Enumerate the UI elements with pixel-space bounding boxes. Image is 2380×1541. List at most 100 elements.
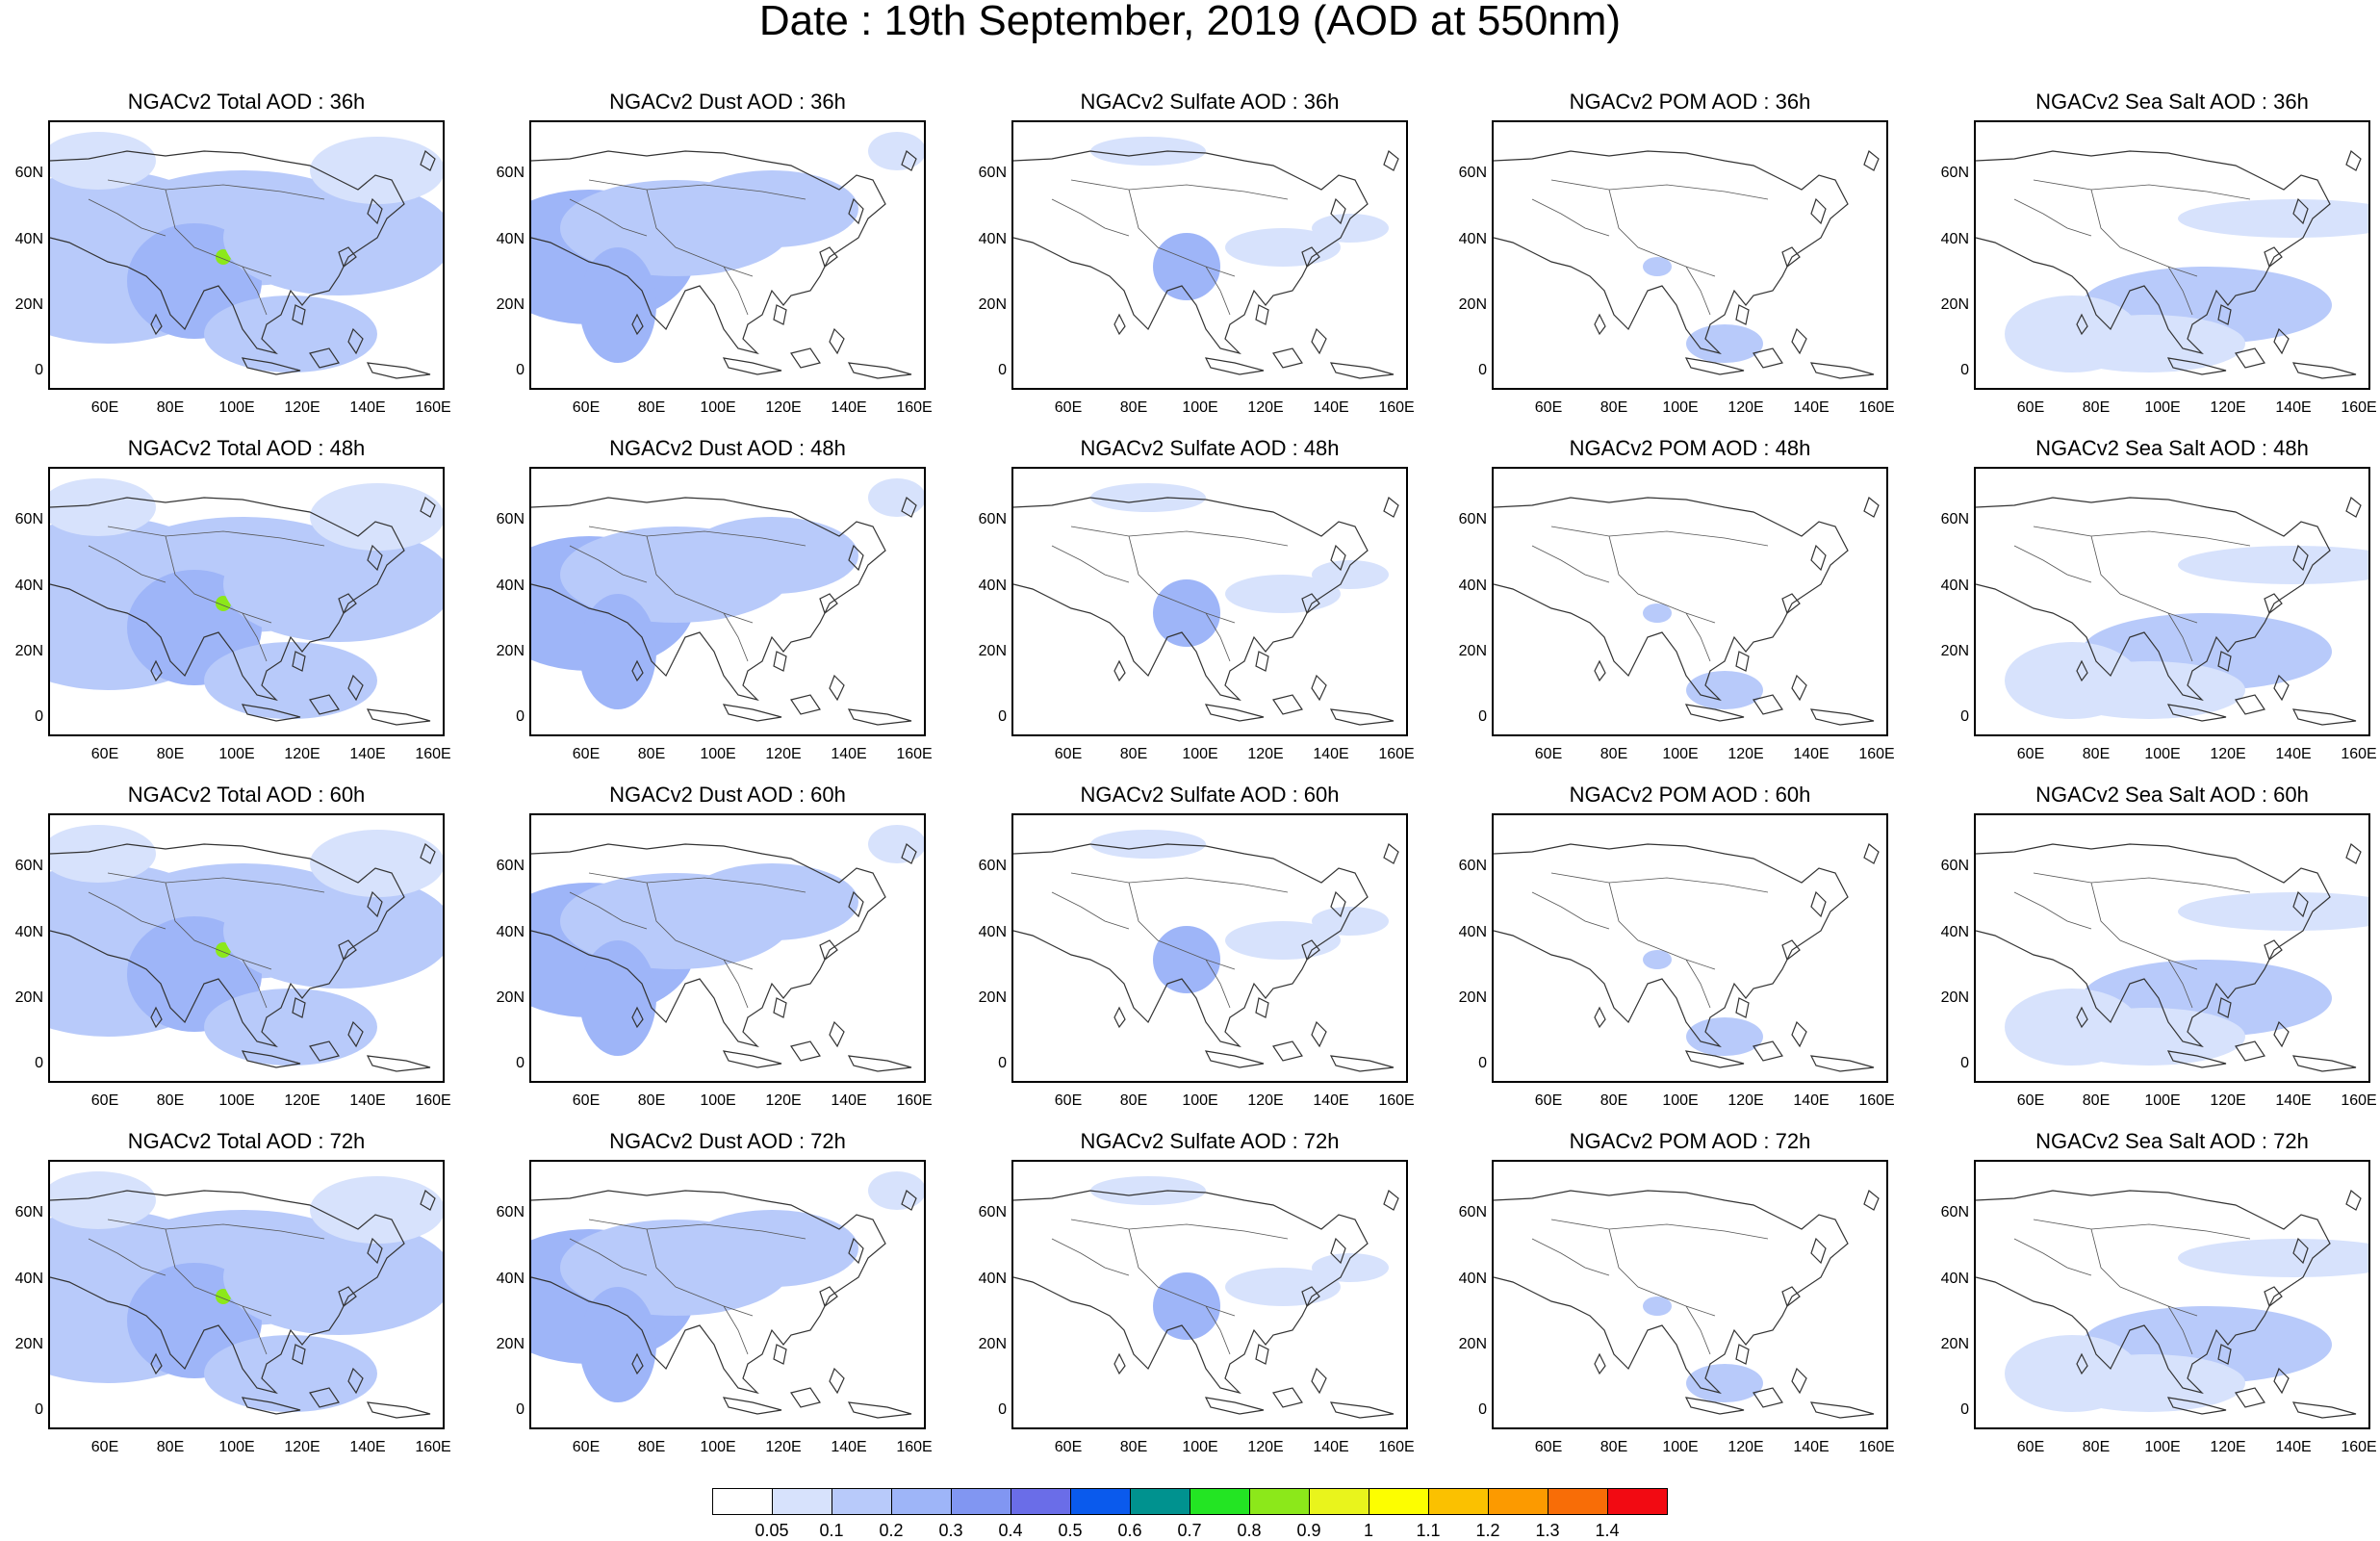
x-tick-label: 140E bbox=[2275, 1439, 2312, 1455]
country-border bbox=[165, 535, 272, 624]
x-tick-label: 160E bbox=[896, 1439, 933, 1455]
map-canvas bbox=[50, 825, 443, 1072]
aod-shading bbox=[1312, 1253, 1389, 1282]
country-border bbox=[1128, 1228, 1236, 1317]
map-canvas bbox=[1494, 843, 1880, 1072]
coastline bbox=[1329, 708, 1395, 726]
y-tick-label: 40N bbox=[1940, 578, 1969, 594]
x-tick-label: 120E bbox=[284, 1092, 320, 1109]
aod-shading bbox=[685, 517, 858, 594]
y-tick-label: 60N bbox=[1940, 511, 1969, 527]
coastline bbox=[2235, 1040, 2265, 1062]
coastline bbox=[366, 708, 431, 726]
map-canvas bbox=[531, 1171, 924, 1419]
map-canvas bbox=[531, 132, 924, 379]
coastline bbox=[1976, 843, 2331, 1048]
coastline bbox=[773, 1344, 787, 1365]
coastline bbox=[1113, 1352, 1126, 1375]
country-border bbox=[88, 545, 166, 583]
country-border bbox=[723, 959, 749, 1009]
y-tick-label: 40N bbox=[14, 231, 43, 247]
y-tick-label: 40N bbox=[1458, 1271, 1487, 1287]
y-tick-label: 0 bbox=[516, 1055, 525, 1071]
coastline bbox=[631, 1352, 644, 1375]
country-border bbox=[646, 882, 754, 970]
y-tick-label: 20N bbox=[496, 1336, 525, 1352]
x-tick-label: 60E bbox=[1534, 399, 1563, 416]
y-tick-label: 60N bbox=[14, 1204, 43, 1220]
x-tick-label: 140E bbox=[349, 1092, 386, 1109]
coastline bbox=[2291, 362, 2357, 379]
coastline bbox=[1494, 150, 1849, 355]
map-canvas bbox=[1494, 150, 1880, 379]
x-tick-label: 100E bbox=[700, 399, 736, 416]
colorbar-label: 0.2 bbox=[879, 1521, 904, 1540]
coastline bbox=[722, 357, 782, 375]
aod-shading bbox=[204, 642, 377, 719]
colorbar-swatch bbox=[712, 1488, 773, 1515]
x-tick-label: 160E bbox=[1378, 746, 1415, 762]
coastline bbox=[1594, 313, 1606, 336]
coastline bbox=[50, 843, 405, 1048]
coastline bbox=[1594, 1006, 1606, 1029]
coastline bbox=[1255, 997, 1269, 1018]
country-border bbox=[107, 526, 325, 547]
x-tick-label: 100E bbox=[700, 1439, 736, 1455]
x-tick-label: 60E bbox=[2016, 399, 2045, 416]
coastline bbox=[847, 1055, 912, 1072]
coastline bbox=[1976, 1190, 2331, 1395]
coastline bbox=[2273, 1367, 2290, 1395]
panel-title: NGACv2 Sulfate AOD : 36h bbox=[1080, 90, 1340, 114]
coastline bbox=[1863, 150, 1880, 171]
aod-shading bbox=[1643, 257, 1672, 276]
coastline bbox=[338, 939, 357, 961]
coastline bbox=[1013, 1190, 1369, 1395]
x-tick-label: 120E bbox=[765, 1439, 802, 1455]
y-tick-label: 60N bbox=[978, 511, 1007, 527]
country-border bbox=[588, 1219, 806, 1240]
aod-shading bbox=[868, 132, 924, 170]
country-border bbox=[2013, 1238, 2092, 1276]
y-tick-label: 20N bbox=[14, 296, 43, 313]
coastline bbox=[150, 313, 163, 336]
y-tick-label: 0 bbox=[1960, 1055, 1969, 1071]
map-canvas bbox=[1013, 483, 1399, 726]
coastline bbox=[2166, 1050, 2227, 1068]
x-tick-label: 160E bbox=[2341, 746, 2377, 762]
coastline bbox=[1791, 1020, 1807, 1048]
x-tick-label: 100E bbox=[2144, 1439, 2181, 1455]
country-border bbox=[1070, 1219, 1289, 1240]
x-tick-label: 100E bbox=[700, 1092, 736, 1109]
coastline bbox=[1255, 651, 1269, 672]
country-border bbox=[107, 179, 325, 200]
y-tick-label: 60N bbox=[14, 858, 43, 874]
x-tick-label: 140E bbox=[1793, 746, 1830, 762]
coastline bbox=[847, 1401, 912, 1419]
y-tick-label: 40N bbox=[496, 1271, 525, 1287]
colorbar-swatch bbox=[1369, 1488, 1429, 1515]
map-canvas bbox=[531, 825, 924, 1072]
x-tick-label: 80E bbox=[2082, 1439, 2111, 1455]
x-tick-label: 60E bbox=[572, 399, 601, 416]
coastline bbox=[531, 1190, 886, 1395]
colorbar-label: 1.2 bbox=[1475, 1521, 1500, 1540]
x-tick-label: 100E bbox=[218, 1439, 255, 1455]
coastline bbox=[2273, 674, 2290, 702]
x-tick-label: 80E bbox=[1599, 1092, 1628, 1109]
map-panel bbox=[529, 120, 926, 390]
y-tick-label: 0 bbox=[1478, 1401, 1487, 1418]
country-border bbox=[1531, 1238, 1610, 1276]
map-canvas bbox=[1976, 497, 2368, 726]
aod-shading bbox=[1090, 830, 1206, 859]
x-tick-label: 140E bbox=[1793, 399, 1830, 416]
coastline bbox=[309, 694, 340, 715]
coastline bbox=[1684, 704, 1745, 722]
figure-title: Date : 19th September, 2019 (AOD at 550n… bbox=[758, 0, 1622, 44]
country-border bbox=[569, 198, 648, 237]
y-tick-label: 0 bbox=[35, 362, 43, 378]
x-tick-label: 160E bbox=[1378, 399, 1415, 416]
x-tick-label: 60E bbox=[90, 1092, 119, 1109]
coastline bbox=[420, 843, 436, 864]
country-border bbox=[588, 526, 806, 547]
coastline bbox=[1113, 659, 1126, 682]
